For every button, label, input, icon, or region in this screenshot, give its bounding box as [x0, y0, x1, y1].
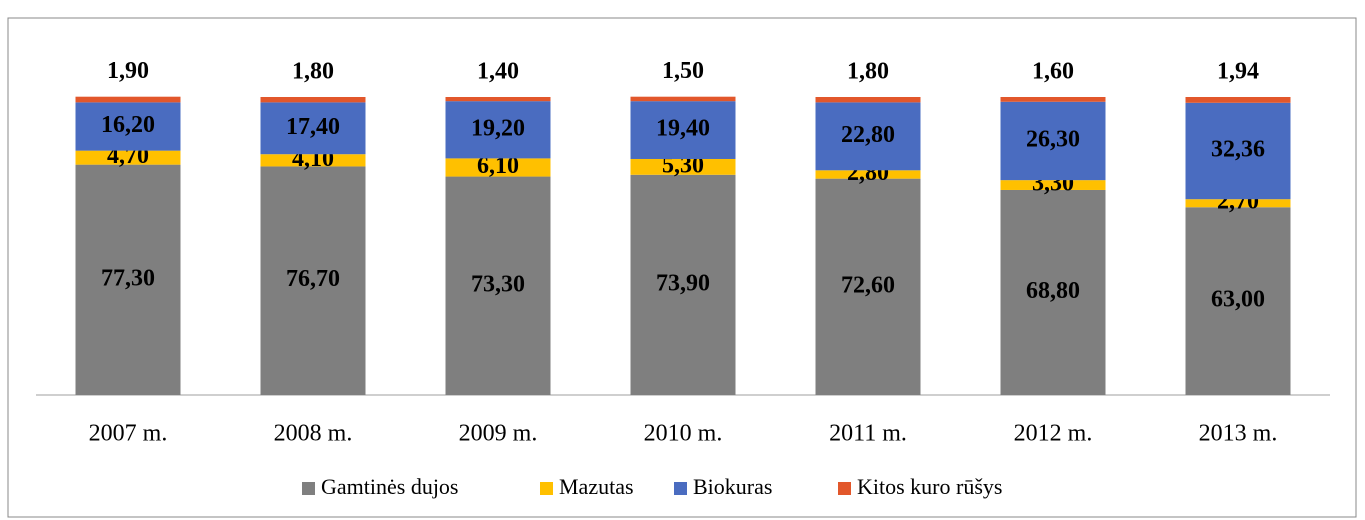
bar-segment	[1185, 102, 1291, 200]
bar-segment	[1185, 207, 1291, 395]
data-label: 73,30	[471, 271, 525, 297]
bar-segment	[75, 164, 181, 395]
data-label: 1,60	[1032, 59, 1074, 85]
bar-segment	[815, 97, 921, 103]
bar-segment	[445, 176, 551, 395]
bar-segment	[1000, 180, 1106, 190]
bar-segment	[75, 150, 181, 165]
bar-segment	[815, 178, 921, 395]
data-label: 16,20	[101, 112, 155, 138]
legend-label: Gamtinės dujos	[321, 474, 459, 499]
bar-segment	[815, 102, 921, 171]
data-label: 77,30	[101, 265, 155, 291]
data-label: 63,00	[1211, 287, 1265, 313]
data-label: 19,20	[471, 115, 525, 141]
x-tick-label: 2008 m.	[274, 421, 353, 447]
bar-segment	[1000, 189, 1106, 395]
bar-segment	[75, 96, 181, 103]
data-label: 19,40	[656, 116, 710, 142]
data-label: 1,90	[107, 58, 149, 84]
bar-segment	[445, 97, 551, 102]
bar-segment	[1185, 97, 1291, 103]
data-label: 32,36	[1211, 136, 1265, 162]
data-label: 68,80	[1026, 278, 1080, 304]
bar-segment	[260, 154, 366, 167]
legend-swatch	[302, 482, 315, 495]
bar-segment	[1000, 101, 1106, 181]
data-label: 73,90	[656, 270, 710, 296]
legend-swatch	[838, 482, 851, 495]
data-label: 22,80	[841, 122, 895, 148]
bar-segment	[260, 97, 366, 103]
data-label: 1,80	[292, 59, 334, 85]
bar-segment	[815, 170, 921, 179]
data-label: 1,40	[477, 59, 519, 85]
legend-label: Biokuras	[693, 474, 772, 499]
bar-segment	[260, 102, 366, 155]
x-tick-label: 2011 m.	[829, 421, 907, 447]
data-label: 1,94	[1217, 59, 1259, 85]
bar-segment	[1185, 199, 1291, 208]
data-label: 26,30	[1026, 126, 1080, 152]
data-label: 17,40	[286, 114, 340, 140]
bar-segment	[1000, 97, 1106, 102]
legend-label: Kitos kuro rūšys	[857, 474, 1002, 499]
bar-segment	[445, 101, 551, 159]
data-label: 1,80	[847, 59, 889, 85]
bar-segment	[445, 158, 551, 177]
bar-segment	[260, 166, 366, 395]
data-label: 72,60	[841, 272, 895, 298]
x-tick-label: 2013 m.	[1199, 421, 1278, 447]
data-label: 1,50	[662, 58, 704, 84]
x-tick-label: 2012 m.	[1014, 421, 1093, 447]
legend-label: Mazutas	[559, 474, 634, 499]
bar-segment	[75, 102, 181, 151]
x-tick-label: 2009 m.	[459, 421, 538, 447]
bar-segment	[630, 101, 736, 159]
data-label: 76,70	[286, 266, 340, 292]
bar-segment	[630, 158, 736, 175]
bar-segment	[630, 174, 736, 395]
legend-swatch	[540, 482, 553, 495]
bar-segment	[630, 96, 736, 102]
legend-swatch	[674, 482, 687, 495]
x-tick-label: 2010 m.	[644, 421, 723, 447]
x-tick-label: 2007 m.	[89, 421, 168, 447]
